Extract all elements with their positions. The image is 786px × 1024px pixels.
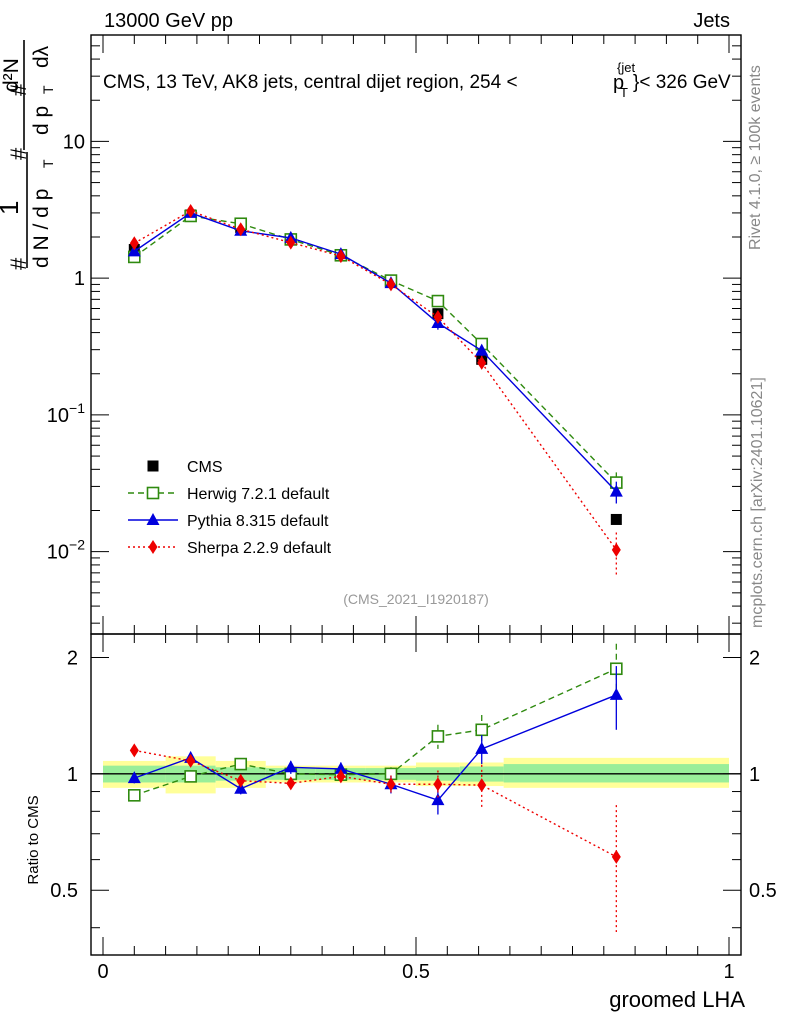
ratio-pythia-point [284, 760, 298, 773]
ratio-y-tick-label-right: 0.5 [749, 880, 777, 902]
ratio-pythia-point [334, 761, 348, 774]
ratio-sherpa-point [433, 777, 443, 792]
main-sherpa-point [386, 277, 396, 292]
y-axis-label: # # # 1 d N / d p T d²N d p T dλ [0, 40, 56, 270]
ratio-pythia-point [431, 793, 445, 806]
main-y-tick-label: 10 [63, 131, 85, 153]
legend-marker [147, 460, 159, 472]
ylabel-dn-sub: T [40, 159, 56, 168]
energy-label: 13000 GeV pp [104, 10, 233, 32]
analysis-watermark: (CMS_2021_I1920187) [343, 591, 489, 607]
main-pythia-point [475, 343, 489, 356]
ratio-y-tick-label-right: 2 [749, 647, 760, 669]
legend-marker [146, 486, 160, 500]
title-suffix: }< 326 GeV [633, 72, 731, 93]
main-herwig-line [133, 215, 617, 484]
ylabel-dpt: d p [30, 106, 53, 135]
ratio-sherpa-point [236, 773, 246, 788]
ratio-pythia-point [127, 771, 141, 784]
ratio-sherpa-point [186, 753, 196, 768]
legend-marker [146, 513, 160, 525]
main-cms-point [610, 513, 622, 525]
ratio-y-tick-label: 1 [67, 764, 78, 786]
title-prefix: CMS, 13 TeV, AK8 jets, central dijet reg… [103, 72, 518, 93]
ratio-x-tick-label: 1 [723, 961, 734, 983]
ratio-herwig-point [475, 723, 489, 737]
main-series [127, 203, 623, 575]
ratio-herwig-point [184, 770, 197, 783]
main-sherpa-point [129, 236, 139, 251]
legend-entry: Herwig 7.2.1 default [187, 486, 330, 503]
ylabel-dn: d N / d p [30, 189, 53, 268]
title-p: p [613, 72, 624, 94]
ratio-pythia-point [475, 741, 489, 754]
ratio-y-axis-label: Ratio to CMS [25, 795, 42, 884]
main-sherpa-point [336, 249, 346, 264]
mcplots-label: mcplots.cern.ch [arXiv:2401.10621] [749, 377, 766, 628]
main-sherpa-point [186, 203, 196, 218]
legend: CMS Herwig 7.2.1 default Pythia 8.315 defa… [128, 459, 332, 557]
ratio-axes: 0 0.5 1 0.5 0.5 1 1 2 2 [50, 633, 777, 983]
ratio-x-tick-label: 0.5 [402, 961, 430, 983]
ylabel-hash-1: # [6, 257, 31, 270]
ratio-sherpa-point [611, 849, 621, 864]
main-pythia-point [127, 244, 141, 257]
ratio-pythia-point [234, 781, 248, 794]
ratio-sherpa-point [477, 778, 487, 793]
ratio-sherpa-point [386, 777, 396, 792]
ratio-pythia-point [609, 687, 623, 700]
main-sherpa-point [286, 235, 296, 250]
legend-entry: CMS [187, 459, 223, 476]
main-sherpa-point [611, 542, 621, 557]
main-title: CMS, 13 TeV, AK8 jets, central dijet reg… [103, 60, 731, 100]
ratio-sherpa-point [129, 743, 139, 758]
title-p-sup: {jet [617, 60, 635, 75]
ratio-sherpa-point [286, 776, 296, 791]
ylabel-hash-2: # [6, 147, 31, 160]
main-y-tick-label: 10−2 [47, 537, 85, 564]
ylabel-dlambda: dλ [30, 45, 53, 68]
ylabel-dpt-sub: T [40, 85, 56, 94]
ratio-herwig-point [128, 789, 141, 802]
legend-entry: Pythia 8.315 default [187, 513, 329, 530]
main-y-tick-label: 1 [74, 268, 85, 290]
ratio-y-tick-label: 2 [67, 647, 78, 669]
title-p-sub: T [620, 85, 628, 100]
rivet-label: Rivet 4.1.0, ≥ 100k events [747, 65, 764, 250]
x-axis-label: groomed LHA [609, 987, 745, 1012]
ylabel-one: 1 [0, 201, 24, 215]
main-sherpa-point [236, 222, 246, 237]
main-pythia-point [609, 484, 623, 497]
ratio-sherpa-point [336, 769, 346, 784]
main-y-tick-label: 10−1 [47, 400, 85, 427]
main-sherpa-point [477, 355, 487, 370]
ratio-frame [90, 633, 742, 956]
legend-marker [148, 540, 158, 554]
main-herwig-point [431, 294, 445, 308]
legend-entry: Sherpa 2.2.9 default [187, 540, 332, 557]
main-sherpa-point [433, 310, 443, 325]
ratio-y-tick-label: 0.5 [50, 880, 78, 902]
ratio-series [127, 643, 623, 932]
ratio-herwig-point [431, 730, 445, 743]
ratio-y-tick-label-right: 1 [749, 764, 760, 786]
ratio-herwig-point [234, 757, 248, 771]
ylabel-d2n: d²N [0, 58, 23, 92]
category-label: Jets [693, 10, 730, 32]
ratio-x-tick-label: 0 [97, 961, 108, 983]
